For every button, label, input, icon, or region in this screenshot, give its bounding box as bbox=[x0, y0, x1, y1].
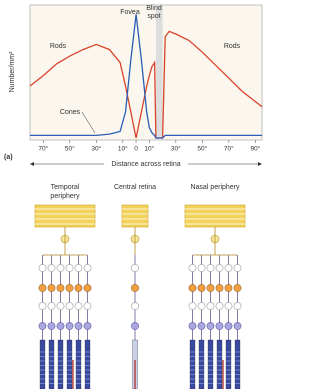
photoreceptor bbox=[76, 340, 81, 389]
blind-spot bbox=[156, 5, 163, 140]
photoreceptor bbox=[199, 340, 204, 389]
x-tick-label: 30° bbox=[91, 145, 101, 153]
cell bbox=[39, 284, 46, 291]
photoreceptor bbox=[58, 340, 63, 389]
cell bbox=[66, 302, 73, 309]
cell bbox=[225, 284, 232, 291]
cell bbox=[131, 284, 138, 291]
x-tick-label: 70° bbox=[38, 145, 48, 153]
cell bbox=[131, 322, 138, 329]
x-tick-label: 50° bbox=[197, 145, 207, 153]
cell bbox=[216, 264, 223, 271]
cell bbox=[198, 322, 205, 329]
cell bbox=[189, 322, 196, 329]
cell bbox=[207, 284, 214, 291]
cell bbox=[57, 302, 64, 309]
cell bbox=[198, 284, 205, 291]
cell bbox=[48, 264, 55, 271]
cell bbox=[39, 302, 46, 309]
cell bbox=[66, 264, 73, 271]
cell bbox=[39, 264, 46, 271]
photoreceptor bbox=[190, 340, 195, 389]
cell bbox=[216, 284, 223, 291]
cell bbox=[48, 322, 55, 329]
cell bbox=[131, 302, 138, 309]
cell bbox=[84, 284, 91, 291]
cell bbox=[189, 284, 196, 291]
cell bbox=[207, 302, 214, 309]
cell bbox=[57, 322, 64, 329]
panel-label: (a) bbox=[4, 154, 13, 161]
photoreceptor bbox=[235, 340, 240, 389]
cell bbox=[216, 322, 223, 329]
diagram-label: Central retina bbox=[110, 183, 160, 192]
cell bbox=[225, 302, 232, 309]
x-axis-label: Distance across retina bbox=[111, 161, 180, 168]
x-tick-label: 50° bbox=[65, 145, 75, 153]
annotation: Rods bbox=[224, 43, 241, 50]
cell bbox=[84, 322, 91, 329]
annotation: Cones bbox=[60, 109, 81, 116]
photoreceptor bbox=[49, 340, 54, 389]
photoreceptor bbox=[67, 340, 72, 389]
cell bbox=[131, 264, 138, 271]
cell bbox=[39, 322, 46, 329]
annotation: Fovea bbox=[120, 9, 140, 16]
y-axis-label: Number/mm² bbox=[9, 51, 16, 93]
cell bbox=[207, 264, 214, 271]
cell bbox=[198, 302, 205, 309]
cell bbox=[189, 264, 196, 271]
figure: Number/mm² (a) Distance across retina 70… bbox=[0, 0, 266, 389]
cell bbox=[207, 322, 214, 329]
cell bbox=[198, 264, 205, 271]
cell bbox=[57, 284, 64, 291]
cell bbox=[189, 302, 196, 309]
cell bbox=[234, 284, 241, 291]
cell bbox=[66, 322, 73, 329]
x-tick-label: 0 bbox=[134, 146, 138, 153]
diagram-label: Nasal periphery bbox=[190, 183, 240, 192]
cell bbox=[225, 264, 232, 271]
cell bbox=[216, 302, 223, 309]
cell bbox=[234, 322, 241, 329]
annotation: Rods bbox=[50, 43, 67, 50]
x-tick-label: 10° bbox=[118, 145, 128, 153]
cell bbox=[75, 284, 82, 291]
photoreceptor bbox=[226, 340, 231, 389]
diagram-label: Temporal periphery bbox=[40, 183, 90, 201]
cell bbox=[75, 264, 82, 271]
cell bbox=[48, 302, 55, 309]
cell bbox=[84, 302, 91, 309]
photoreceptor bbox=[85, 340, 90, 389]
cell bbox=[84, 264, 91, 271]
photoreceptor bbox=[217, 340, 222, 389]
photoreceptor bbox=[208, 340, 213, 389]
x-tick-label: 70° bbox=[224, 145, 234, 153]
photoreceptor bbox=[40, 340, 45, 389]
x-tick-label: 30° bbox=[171, 145, 181, 153]
cell bbox=[75, 302, 82, 309]
x-tick-label: 90° bbox=[250, 145, 260, 153]
cell bbox=[66, 284, 73, 291]
cell bbox=[75, 322, 82, 329]
cell bbox=[234, 302, 241, 309]
cell bbox=[225, 322, 232, 329]
cell bbox=[234, 264, 241, 271]
cell bbox=[57, 264, 64, 271]
plot-area bbox=[30, 5, 262, 140]
x-tick-label: 10° bbox=[144, 145, 154, 153]
cell bbox=[48, 284, 55, 291]
